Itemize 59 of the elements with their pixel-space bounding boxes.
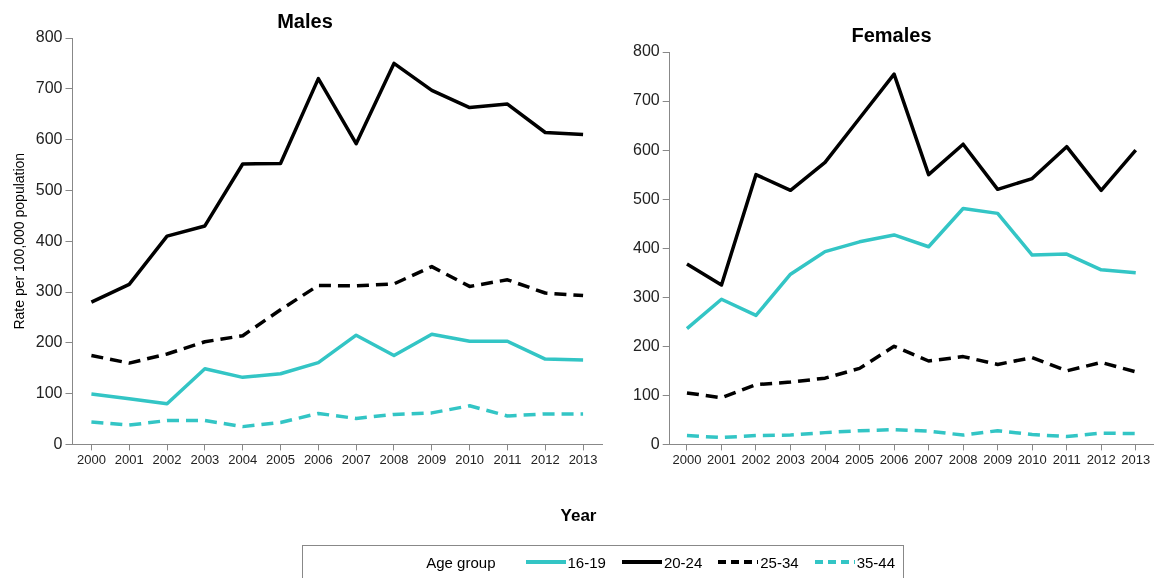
x-tick-label: 2003 [190, 451, 220, 467]
y-tick-label: 100 [632, 385, 660, 403]
x-tick-label: 2007 [914, 451, 944, 467]
y-tick-label: 500 [35, 180, 63, 198]
legend-title: Age group [426, 553, 496, 571]
x-tick-label: 2004 [810, 451, 840, 467]
x-tick-label: 2002 [741, 451, 771, 467]
x-tick-label: 2009 [417, 451, 447, 467]
line-series [685, 344, 1138, 400]
x-tick-label: 2008 [948, 451, 978, 467]
chart-title: Males [277, 9, 333, 32]
x-tick-label: 2002 [152, 451, 182, 467]
line-series [685, 427, 1138, 440]
y-tick-label: 700 [35, 79, 63, 97]
x-axis-title: Year [559, 506, 598, 526]
x-tick-label: 2010 [1017, 451, 1047, 467]
y-tick-label: 0 [650, 434, 660, 452]
y-tick-label: 0 [53, 434, 63, 452]
x-tick-label: 2004 [228, 451, 258, 467]
x-tick-label: 2001 [114, 451, 144, 467]
legend-label: 20-24 [663, 553, 703, 571]
y-tick-label: 500 [632, 189, 660, 207]
x-tick-label: 2007 [341, 451, 371, 467]
line-series [89, 264, 585, 365]
y-tick-label: 400 [35, 231, 63, 249]
x-tick-label: 2013 [568, 451, 598, 467]
y-tick-label: 800 [35, 28, 63, 46]
y-tick-label: 600 [35, 130, 63, 148]
chart-title: Females [851, 23, 932, 46]
x-tick-label: 2009 [983, 451, 1013, 467]
x-tick-label: 2013 [1121, 451, 1151, 467]
y-tick-label: 600 [632, 140, 660, 158]
legend-label: 25-34 [760, 553, 799, 571]
x-tick-label: 2005 [845, 451, 875, 467]
x-tick-label: 2011 [493, 451, 522, 467]
x-tick-label: 2003 [776, 451, 805, 467]
legend-label: 35-44 [856, 553, 895, 571]
x-tick-label: 2000 [672, 451, 702, 467]
legend-label: 16-19 [567, 553, 606, 571]
y-tick-label: 400 [632, 238, 660, 256]
y-tick-label: 800 [632, 42, 660, 60]
x-tick-label: 2005 [266, 451, 295, 467]
y-tick-label: 200 [35, 333, 63, 351]
x-tick-label: 2012 [530, 451, 560, 467]
y-tick-label: 300 [632, 287, 660, 305]
y-tick-label: 700 [632, 91, 660, 109]
y-tick-label: 100 [35, 384, 63, 402]
x-tick-label: 2006 [303, 451, 333, 467]
y-tick-label: 200 [632, 336, 660, 354]
x-tick-label: 2006 [879, 451, 909, 467]
x-tick-label: 2001 [707, 451, 736, 467]
y-axis-title: Rate per 100,000 population [11, 152, 28, 330]
x-tick-label: 2000 [76, 451, 106, 467]
y-tick-label: 300 [35, 282, 63, 300]
x-tick-label: 2010 [455, 451, 485, 467]
x-tick-label: 2008 [379, 451, 409, 467]
line-series [89, 404, 585, 429]
x-tick-label: 2011 [1052, 451, 1081, 467]
x-tick-label: 2012 [1086, 451, 1116, 467]
